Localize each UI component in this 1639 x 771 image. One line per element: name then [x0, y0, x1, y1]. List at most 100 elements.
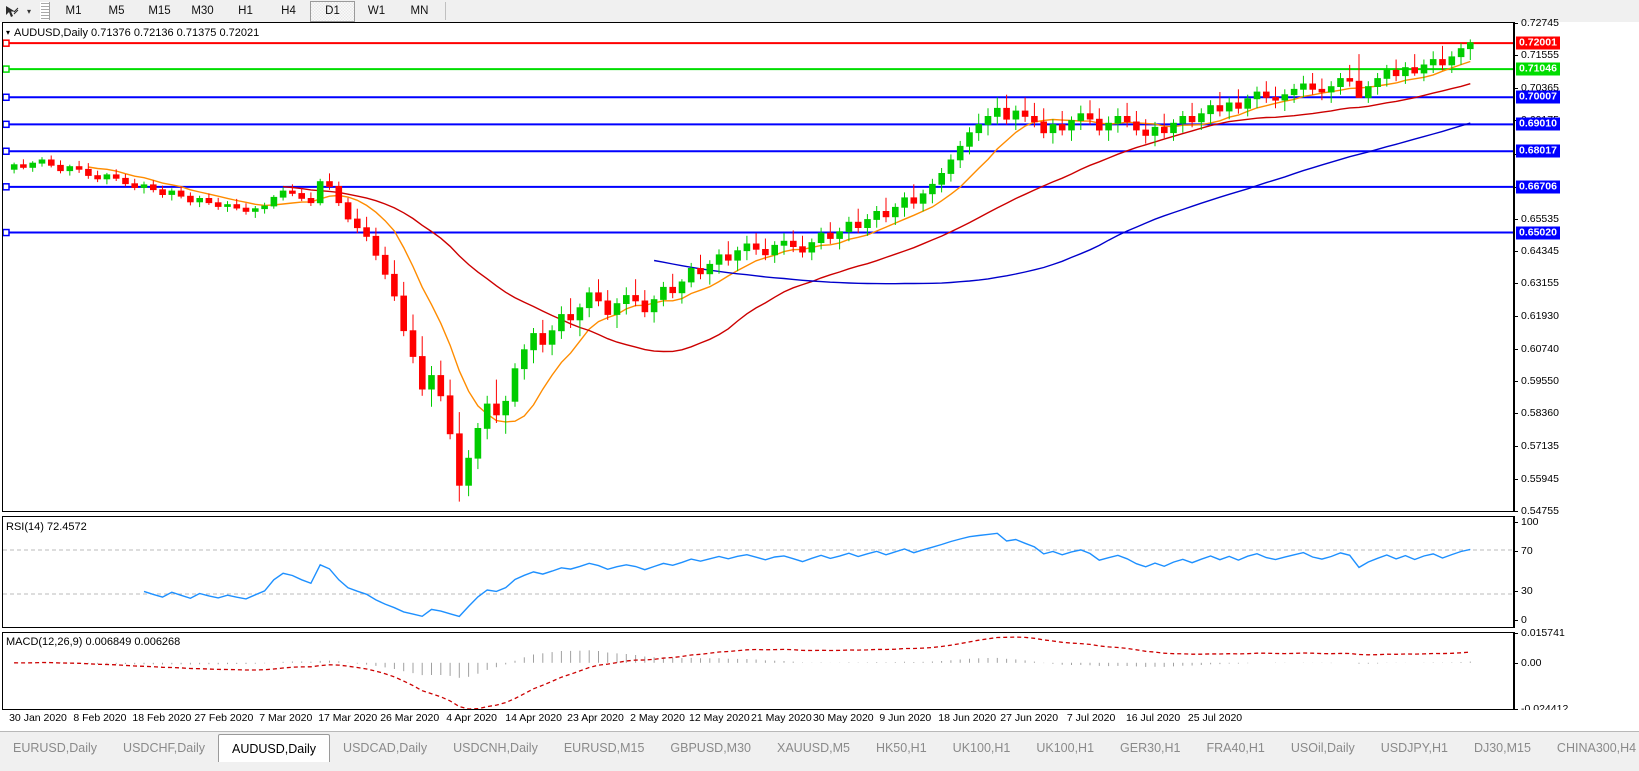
rsi-scale[interactable]: 100 70 30 0: [1514, 516, 1639, 628]
rsi-tick-label: 100: [1514, 516, 1539, 528]
time-axis-label: 2 May 2020: [630, 712, 685, 724]
rsi-scale-axis: [1514, 516, 1515, 628]
price-level-badge[interactable]: 0.69010: [1516, 117, 1560, 131]
price-tick-label: 0.64345: [1514, 245, 1559, 257]
time-axis-label: 25 Jul 2020: [1187, 712, 1243, 724]
chart-tab-uk100-h1[interactable]: UK100,H1: [952, 741, 1011, 755]
chart-tab-uk100-h1[interactable]: UK100,H1: [1036, 741, 1095, 755]
time-axis-label: 8 Feb 2020: [73, 712, 127, 724]
price-tick-label: 0.72745: [1514, 17, 1559, 29]
price-tick-label: 0.59550: [1514, 375, 1559, 387]
chart-tab-eurusd-m15[interactable]: EURUSD,M15: [563, 741, 645, 755]
price-tick-label: 0.65535: [1514, 213, 1559, 225]
price-tick-label: 0.61930: [1514, 310, 1559, 322]
chart-tab-xauusd-m5[interactable]: XAUUSD,M5: [777, 741, 850, 755]
price-tick-label: 0.54755: [1514, 505, 1559, 517]
chart-tab-usdcnh-daily[interactable]: USDCNH,Daily: [453, 741, 538, 755]
time-axis-label: 23 Apr 2020: [567, 712, 624, 724]
macd-svg: [14, 636, 1471, 709]
price-level-badge[interactable]: 0.65020: [1516, 226, 1560, 240]
price-panel-header: ▾ AUDUSD,Daily 0.71376 0.72136 0.71375 0.…: [6, 27, 259, 39]
rsi-tick-label: 0: [1514, 614, 1527, 626]
price-level-badge[interactable]: 0.72001: [1516, 36, 1560, 50]
price-level-badge[interactable]: 0.71046: [1516, 62, 1560, 76]
timeframe-button-mn[interactable]: MN: [410, 5, 429, 17]
timeframe-button-h1[interactable]: H1: [238, 5, 253, 17]
rsi-plot: [3, 517, 1513, 627]
toolbar-divider: [445, 2, 446, 20]
price-level-badge[interactable]: 0.68017: [1516, 144, 1560, 158]
price-scale[interactable]: 0.727450.715550.703650.691750.679250.667…: [1514, 17, 1639, 517]
rsi-tick-label: 30: [1514, 585, 1533, 597]
time-axis-label: 9 Jun 2020: [879, 712, 932, 724]
price-tick-label: 0.70365: [1514, 82, 1559, 94]
time-axis-label: 30 May 2020: [812, 712, 874, 724]
timeframe-button-m5[interactable]: M5: [108, 5, 125, 17]
time-axis-label: 12 May 2020: [689, 712, 750, 724]
toolbar-dropdown-caret-icon[interactable]: ▾: [26, 6, 31, 16]
chart-tab-usdcad-daily[interactable]: USDCAD,Daily: [343, 741, 428, 755]
chart-tab-china300-h4[interactable]: CHINA300,H4: [1556, 741, 1637, 755]
price-tick-label: 0.57135: [1514, 440, 1559, 452]
rsi-panel-header: RSI(14) 72.4572: [6, 521, 87, 533]
time-axis-label: 21 May 2020: [751, 712, 812, 724]
macd-panel-header: MACD(12,26,9) 0.006849 0.006268: [6, 636, 180, 648]
time-axis-label: 4 Apr 2020: [446, 712, 497, 724]
price-panel-header-text: AUDUSD,Daily 0.71376 0.72136 0.71375 0.7…: [14, 27, 260, 39]
price-svg: [3, 39, 1513, 502]
timeframe-button-h4[interactable]: H4: [281, 5, 296, 17]
time-axis-label: 14 Apr 2020: [505, 712, 562, 724]
price-tick-label: 0.60740: [1514, 343, 1559, 355]
macd-tick-label: 0.015741: [1514, 627, 1565, 639]
price-level-badge[interactable]: 0.66706: [1516, 180, 1560, 194]
rsi-tick-label: 70: [1514, 545, 1533, 557]
chart-toolbar: ▾ M1 M5 M15 M30 H1 H4 D1 W1 MN: [0, 0, 1639, 23]
macd-scale[interactable]: 0.015741 0.00 -0.024412: [1514, 627, 1639, 715]
rsi-header-text: RSI(14) 72.4572: [6, 521, 87, 533]
price-tick-label: 0.63155: [1514, 277, 1559, 289]
chart-tab-dj30-m15[interactable]: DJ30,M15: [1473, 741, 1531, 755]
cursor-tool-icon[interactable]: [0, 1, 22, 21]
timeframe-button-d1[interactable]: D1: [310, 0, 355, 22]
chart-tab-fra40-h1[interactable]: FRA40,H1: [1206, 741, 1265, 755]
timeframe-button-m15[interactable]: M15: [148, 5, 171, 17]
chart-area[interactable]: ▾ AUDUSD,Daily 0.71376 0.72136 0.71375 0.…: [0, 17, 1639, 715]
rsi-indicator-panel[interactable]: [2, 516, 1514, 628]
rsi-svg: [3, 532, 1513, 618]
macd-scale-axis: [1514, 632, 1515, 710]
time-axis-label: 16 Jul 2020: [1125, 712, 1181, 724]
macd-tick-label: 0.00: [1514, 657, 1541, 669]
timeframe-group: M1 M5 M15 M30 H1 H4 D1 W1 MN: [52, 0, 441, 22]
macd-plot: [3, 633, 1513, 709]
time-axis-label: 30 Jan 2020: [9, 712, 67, 724]
time-axis-label: 7 Mar 2020: [259, 712, 313, 724]
price-level-badge[interactable]: 0.70007: [1516, 90, 1560, 104]
toolbar-grip[interactable]: [40, 2, 50, 20]
time-axis[interactable]: 30 Jan 2020 8 Feb 2020 18 Feb 2020 27 Feb 2…: [0, 710, 1639, 728]
chart-tab-usdjpy-h1[interactable]: USDJPY,H1: [1380, 741, 1448, 755]
time-axis-label: 18 Feb 2020: [132, 712, 192, 724]
time-axis-label: 17 Mar 2020: [318, 712, 378, 724]
price-chart-panel[interactable]: [2, 22, 1514, 512]
chart-tab-usdchf-daily[interactable]: USDCHF,Daily: [123, 741, 205, 755]
timeframe-button-m30[interactable]: M30: [191, 5, 214, 17]
time-axis-label: 26 Mar 2020: [380, 712, 440, 724]
price-plot: [3, 23, 1513, 511]
chart-tab-usoil-daily[interactable]: USOil,Daily: [1290, 741, 1355, 755]
time-axis-label: 27 Jun 2020: [1000, 712, 1059, 724]
chart-tab-bar[interactable]: EURUSD,Daily USDCHF,Daily AUDUSD,Daily USDC…: [0, 731, 1639, 771]
macd-indicator-panel[interactable]: [2, 632, 1514, 710]
chart-tab-audusd-daily[interactable]: AUDUSD,Daily: [218, 734, 331, 762]
timeframe-button-m1[interactable]: M1: [65, 5, 82, 17]
chart-tab-hk50-h1[interactable]: HK50,H1: [875, 741, 927, 755]
chart-tab-gbpusd-m30[interactable]: GBPUSD,M30: [670, 741, 751, 755]
panel-collapse-caret-icon[interactable]: ▾: [6, 28, 11, 37]
timeframe-button-w1[interactable]: W1: [367, 5, 386, 17]
macd-header-text: MACD(12,26,9) 0.006849 0.006268: [6, 636, 181, 648]
time-axis-label: 18 Jun 2020: [938, 712, 997, 724]
chart-tab-eurusd-daily[interactable]: EURUSD,Daily: [13, 741, 98, 755]
price-tick-label: 0.58360: [1514, 407, 1559, 419]
chart-tab-ger30-h1[interactable]: GER30,H1: [1120, 741, 1181, 755]
price-scale-axis: [1514, 22, 1515, 512]
